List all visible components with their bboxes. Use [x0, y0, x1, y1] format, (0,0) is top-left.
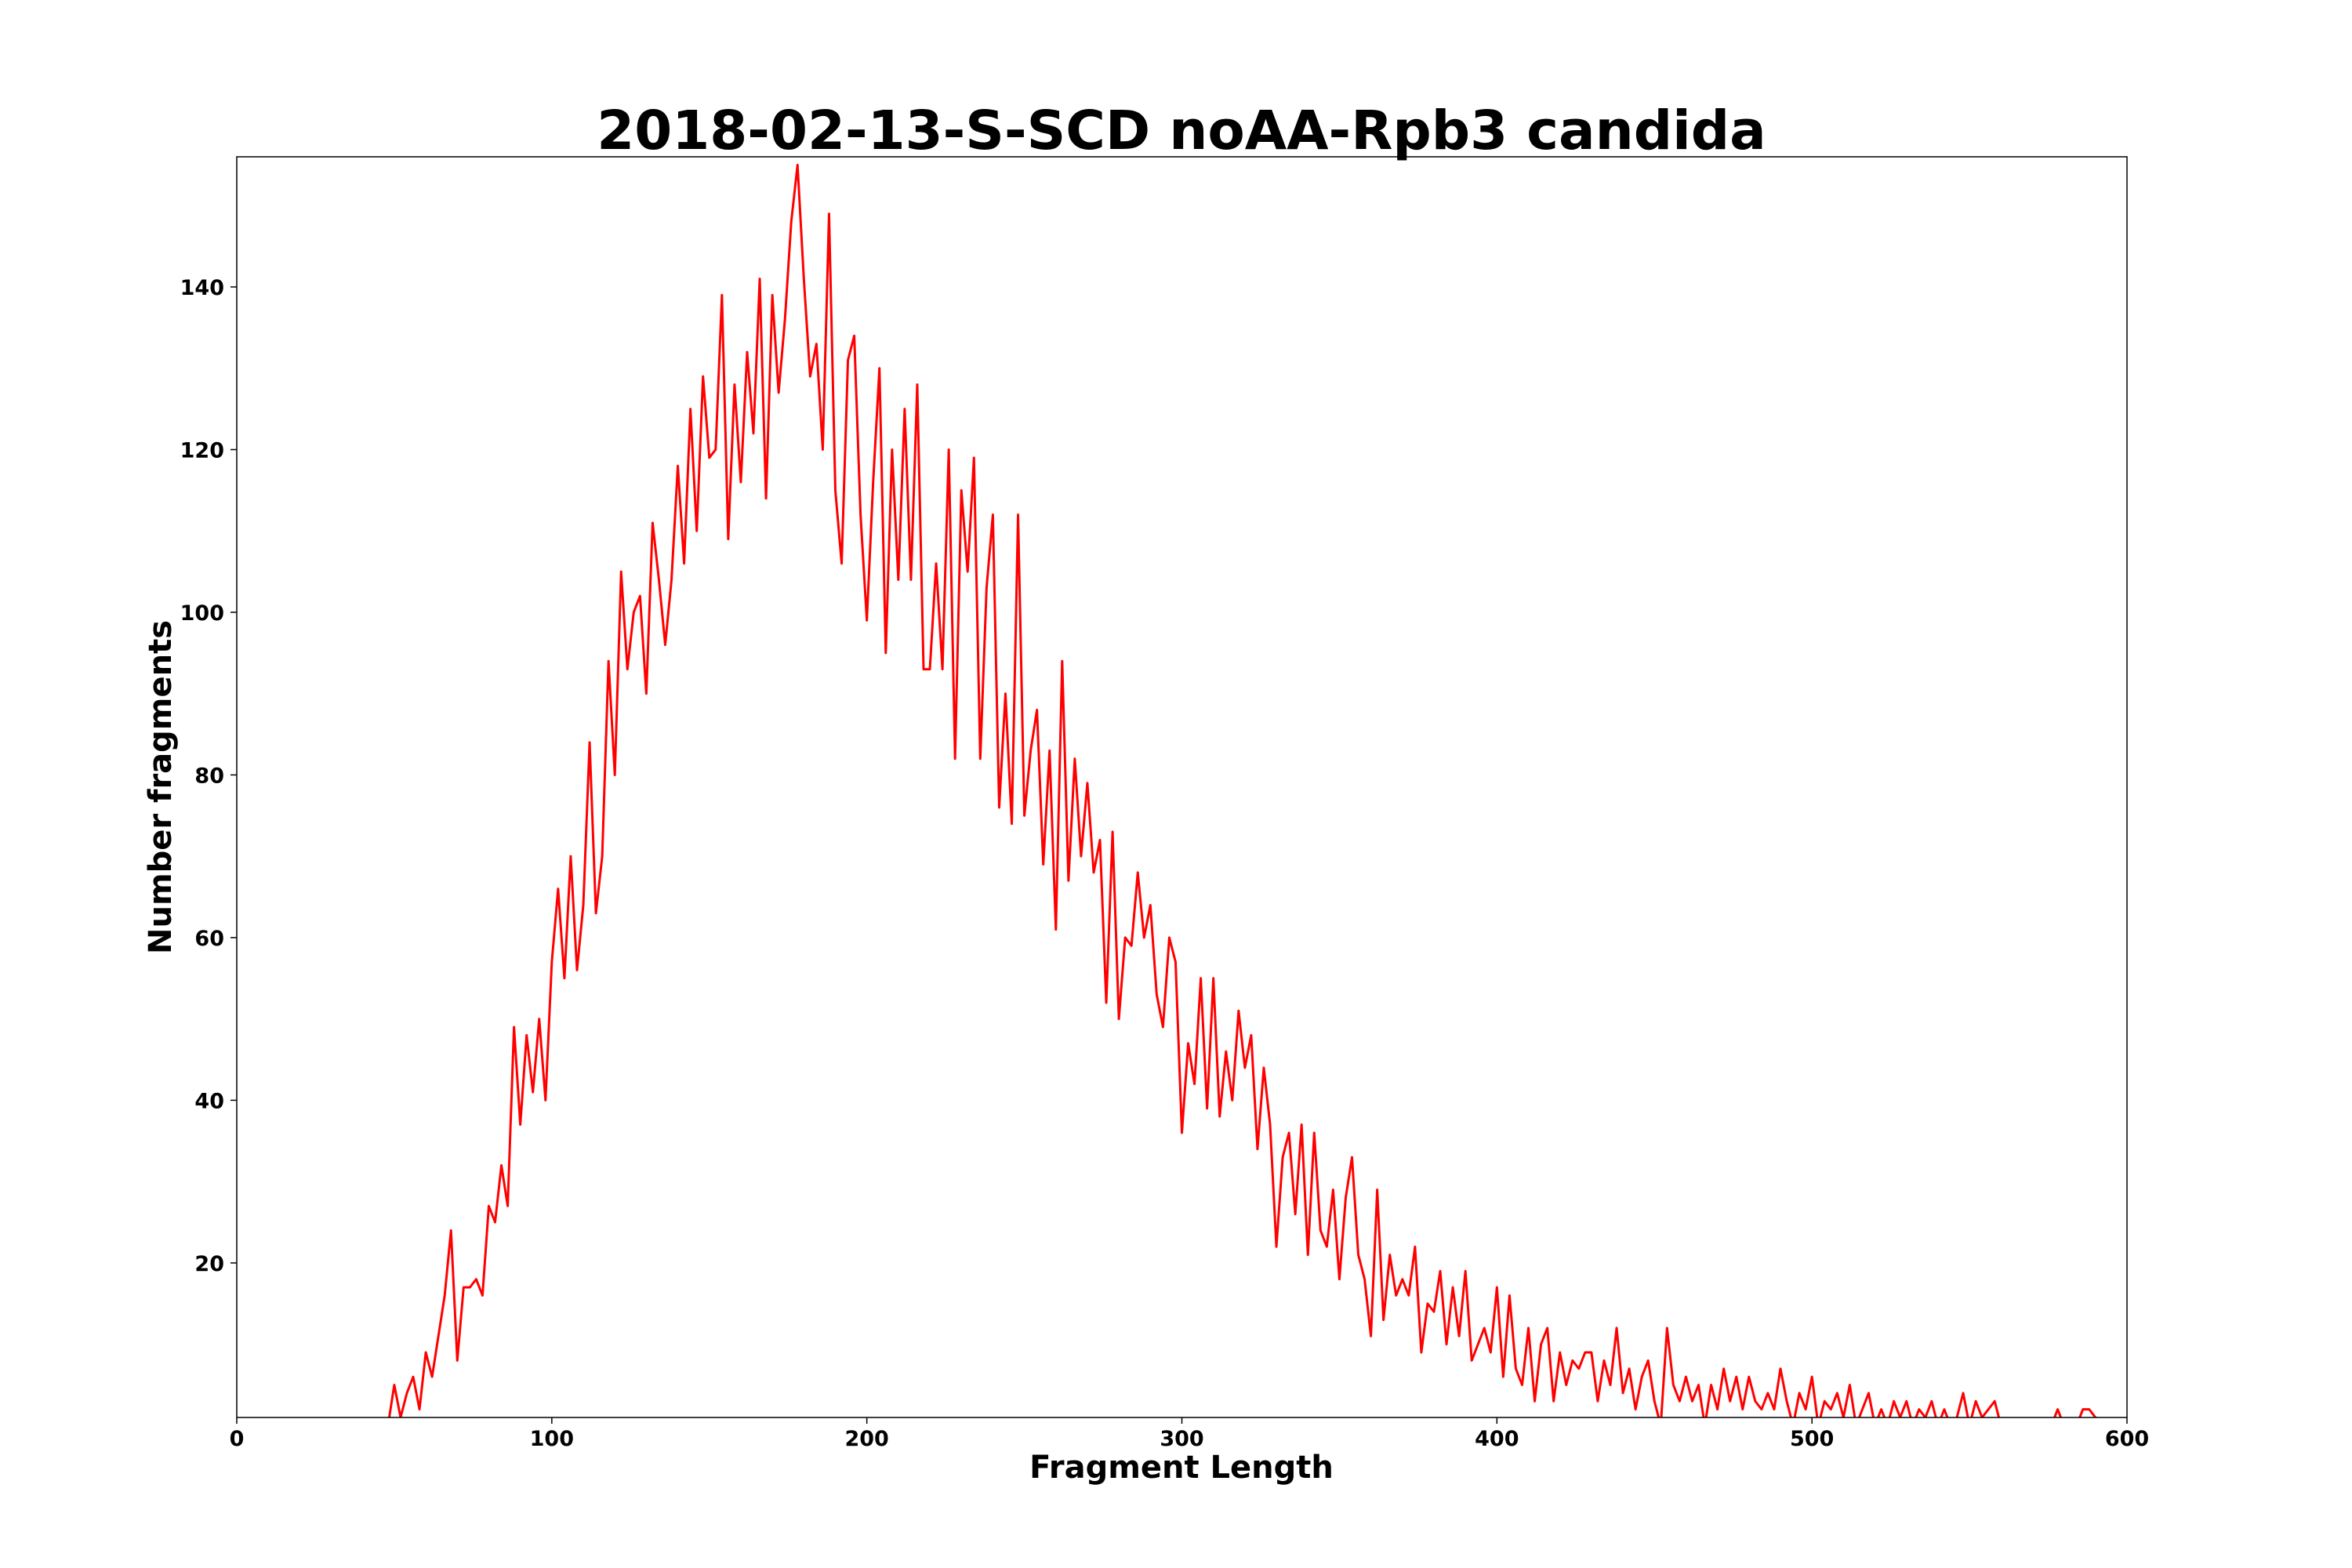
plot-area: [387, 163, 2097, 1417]
x-tick-label: 100: [530, 1427, 574, 1451]
x-tick-label: 200: [844, 1427, 888, 1451]
x-tick-label: 400: [1475, 1427, 1519, 1451]
y-tick-label: 100: [180, 601, 224, 626]
y-tick-label: 20: [194, 1252, 224, 1276]
x-tick-label: 500: [1790, 1427, 1834, 1451]
y-tick-label: 40: [194, 1089, 224, 1113]
x-tick-label: 600: [2105, 1427, 2149, 1451]
y-tick-label: 60: [194, 927, 224, 951]
y-tick-label: 120: [180, 438, 224, 463]
chart-title: 2018-02-13-S-SCD noAA-Rpb3 candida: [597, 100, 1766, 162]
y-axis-label: Number fragments: [143, 620, 179, 954]
y-tick-label: 80: [194, 764, 224, 788]
data-line: [387, 163, 2097, 1417]
plot-frame: [236, 156, 2128, 1418]
x-tick-label: 0: [230, 1427, 245, 1451]
x-tick-label: 300: [1160, 1427, 1203, 1451]
x-axis-label: Fragment Length: [1029, 1450, 1334, 1486]
y-tick-label: 140: [180, 276, 224, 300]
